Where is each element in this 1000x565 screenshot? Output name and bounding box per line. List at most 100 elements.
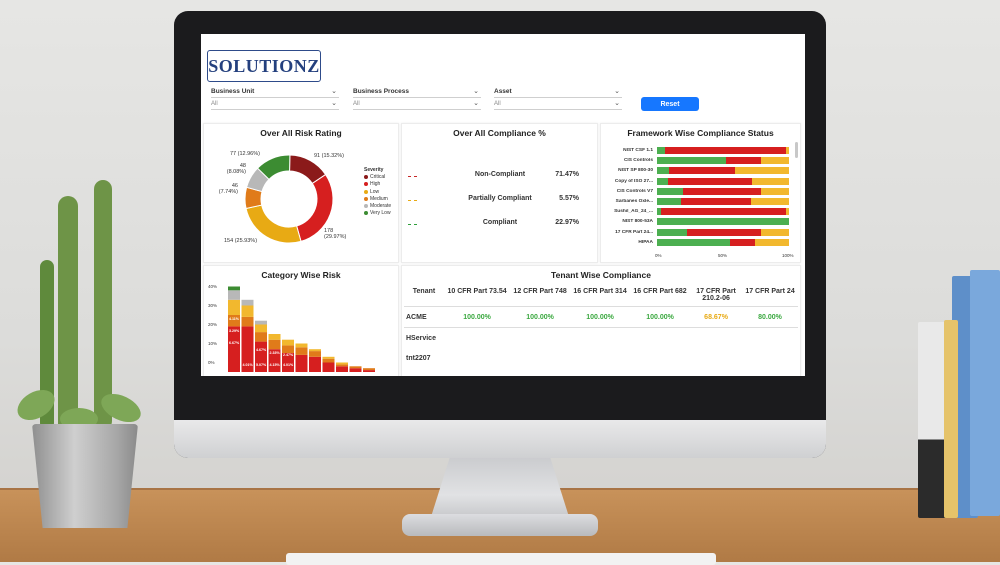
compliance-cell: 100.00% bbox=[586, 313, 614, 321]
framework-label: NIST CSF 1.1 bbox=[623, 148, 653, 153]
category-bar-segment[interactable] bbox=[268, 339, 281, 350]
framework-bar[interactable] bbox=[657, 238, 789, 246]
bar-segment-n bbox=[729, 238, 755, 246]
legend-item[interactable]: Moderate bbox=[364, 202, 391, 209]
table-header-row: Tenant 10 CFR Part 73.54 12 CFR Part 748… bbox=[404, 284, 798, 307]
legend-label: Low bbox=[370, 188, 380, 195]
donut-slice-verylow[interactable] bbox=[256, 154, 291, 181]
column-header[interactable]: 10 CFR Part 73.54 bbox=[447, 288, 507, 295]
compliance-cell bbox=[630, 348, 690, 368]
category-bar-segment[interactable] bbox=[228, 326, 240, 372]
category-bar-segment[interactable] bbox=[295, 354, 308, 372]
framework-bar[interactable] bbox=[657, 228, 789, 236]
category-bar-segment[interactable] bbox=[363, 368, 375, 371]
framework-bar[interactable] bbox=[657, 177, 789, 185]
bar-segment-p bbox=[761, 157, 789, 165]
category-bar-segment[interactable] bbox=[228, 299, 240, 315]
framework-bar[interactable] bbox=[657, 208, 789, 216]
category-bar-segment[interactable] bbox=[295, 343, 308, 348]
category-bar-segment[interactable] bbox=[363, 370, 375, 372]
framework-bar[interactable] bbox=[657, 218, 789, 226]
category-bar-segment[interactable] bbox=[322, 362, 335, 373]
legend-item[interactable]: High bbox=[364, 181, 391, 188]
framework-bar[interactable] bbox=[657, 187, 789, 195]
compliance-cell: 68.67% bbox=[704, 313, 728, 321]
table-row[interactable]: ACME 100.00% 100.00% 100.00% 100.00% 68.67% 80… bbox=[404, 307, 798, 328]
category-bar-segment[interactable] bbox=[228, 286, 240, 291]
plant-pot bbox=[32, 424, 138, 528]
column-header[interactable]: 12 CFR Part 748 bbox=[513, 288, 567, 295]
bar-data-label: 4.01% bbox=[283, 363, 294, 367]
legend-label: Very Low bbox=[370, 210, 391, 217]
slice-label-high: 178 (29.97%) bbox=[324, 228, 347, 240]
category-bar-segment[interactable] bbox=[282, 345, 294, 353]
framework-label: Copy of ISO 27... bbox=[614, 178, 653, 184]
bar-segment-p bbox=[786, 208, 789, 216]
filter-label: Asset bbox=[494, 88, 512, 95]
category-bar-segment[interactable] bbox=[282, 353, 294, 372]
category-bar-segment[interactable] bbox=[282, 339, 294, 346]
compliance-card: Over All Compliance % Non-Compliant 71.4… bbox=[401, 123, 598, 263]
category-bar-segment[interactable] bbox=[241, 299, 254, 306]
framework-title: Framework Wise Compliance Status bbox=[627, 128, 774, 138]
framework-bar[interactable] bbox=[657, 167, 789, 175]
scrollbar[interactable] bbox=[795, 142, 798, 158]
category-bar-segment[interactable] bbox=[309, 356, 321, 372]
chevron-down-icon: ⌄ bbox=[331, 88, 337, 95]
bar-segment-c bbox=[657, 198, 681, 205]
framework-bar[interactable] bbox=[657, 198, 789, 205]
asset-filter[interactable]: Asset ⌄ All ⌄ bbox=[490, 86, 622, 110]
legend-label: Critical bbox=[370, 173, 386, 180]
reset-button[interactable]: Reset bbox=[641, 97, 699, 111]
legend-item[interactable]: Very Low bbox=[364, 210, 391, 217]
table-row[interactable]: tnt2207 bbox=[404, 348, 798, 368]
framework-bar[interactable] bbox=[657, 147, 789, 154]
bar-segment-n bbox=[725, 157, 762, 165]
compliance-cell bbox=[742, 328, 798, 349]
category-bar-segment[interactable] bbox=[295, 347, 308, 355]
category-bar-segment[interactable] bbox=[336, 362, 348, 365]
business-process-filter[interactable]: Business Process ⌄ All ⌄ bbox=[349, 86, 481, 110]
legend-item[interactable]: Medium bbox=[364, 195, 391, 202]
category-bar-segment[interactable] bbox=[241, 326, 254, 372]
category-bar-segment[interactable] bbox=[241, 305, 254, 317]
category-bar-segment[interactable] bbox=[255, 324, 267, 333]
column-header[interactable]: 17 CFR Part 210.2-06 bbox=[696, 288, 736, 302]
column-header[interactable]: Tenant bbox=[412, 288, 436, 295]
table-row[interactable]: HService bbox=[404, 328, 798, 349]
compliance-value: 22.97% bbox=[555, 219, 579, 226]
legend-dot bbox=[364, 211, 368, 216]
compliance-cell bbox=[444, 328, 510, 349]
category-bar-segment[interactable] bbox=[241, 316, 254, 327]
category-bar-segment[interactable] bbox=[349, 366, 362, 369]
category-bar-segment[interactable] bbox=[336, 366, 348, 372]
category-bar-segment[interactable] bbox=[268, 349, 281, 372]
category-bar-segment[interactable] bbox=[255, 341, 267, 372]
column-header[interactable]: 16 CFR Part 682 bbox=[633, 288, 687, 295]
y-tick: 10% bbox=[208, 341, 218, 346]
category-bar-segment[interactable] bbox=[255, 332, 267, 342]
bar-data-label: 3.29% bbox=[229, 329, 240, 333]
framework-bar[interactable] bbox=[657, 157, 789, 165]
book bbox=[970, 270, 1000, 516]
category-bar-segment[interactable] bbox=[322, 356, 335, 359]
category-bar-segment[interactable] bbox=[228, 290, 240, 300]
category-bar-segment[interactable] bbox=[349, 368, 362, 372]
column-header[interactable]: 16 CFR Part 314 bbox=[573, 288, 627, 295]
filter-value: All bbox=[211, 101, 218, 107]
category-bar-segment[interactable] bbox=[309, 351, 321, 357]
category-bar-segment[interactable] bbox=[255, 320, 267, 325]
slice-label-low: 154 (25.93%) bbox=[224, 238, 258, 244]
legend-item[interactable]: Low bbox=[364, 188, 391, 195]
category-bar-segment[interactable] bbox=[268, 334, 281, 340]
legend-item[interactable]: Critical bbox=[364, 173, 391, 180]
legend-dot bbox=[364, 196, 368, 201]
category-bar-segment[interactable] bbox=[228, 315, 240, 327]
column-header[interactable]: 17 CFR Part 24 bbox=[745, 288, 795, 295]
category-bar-segment[interactable] bbox=[309, 349, 321, 352]
y-tick: 30% bbox=[208, 303, 218, 308]
category-bar-segment[interactable] bbox=[336, 364, 348, 367]
compliance-cell bbox=[444, 348, 510, 368]
category-bar-segment[interactable] bbox=[322, 358, 335, 363]
business-unit-filter[interactable]: Business Unit ⌄ All ⌄ bbox=[207, 86, 339, 110]
